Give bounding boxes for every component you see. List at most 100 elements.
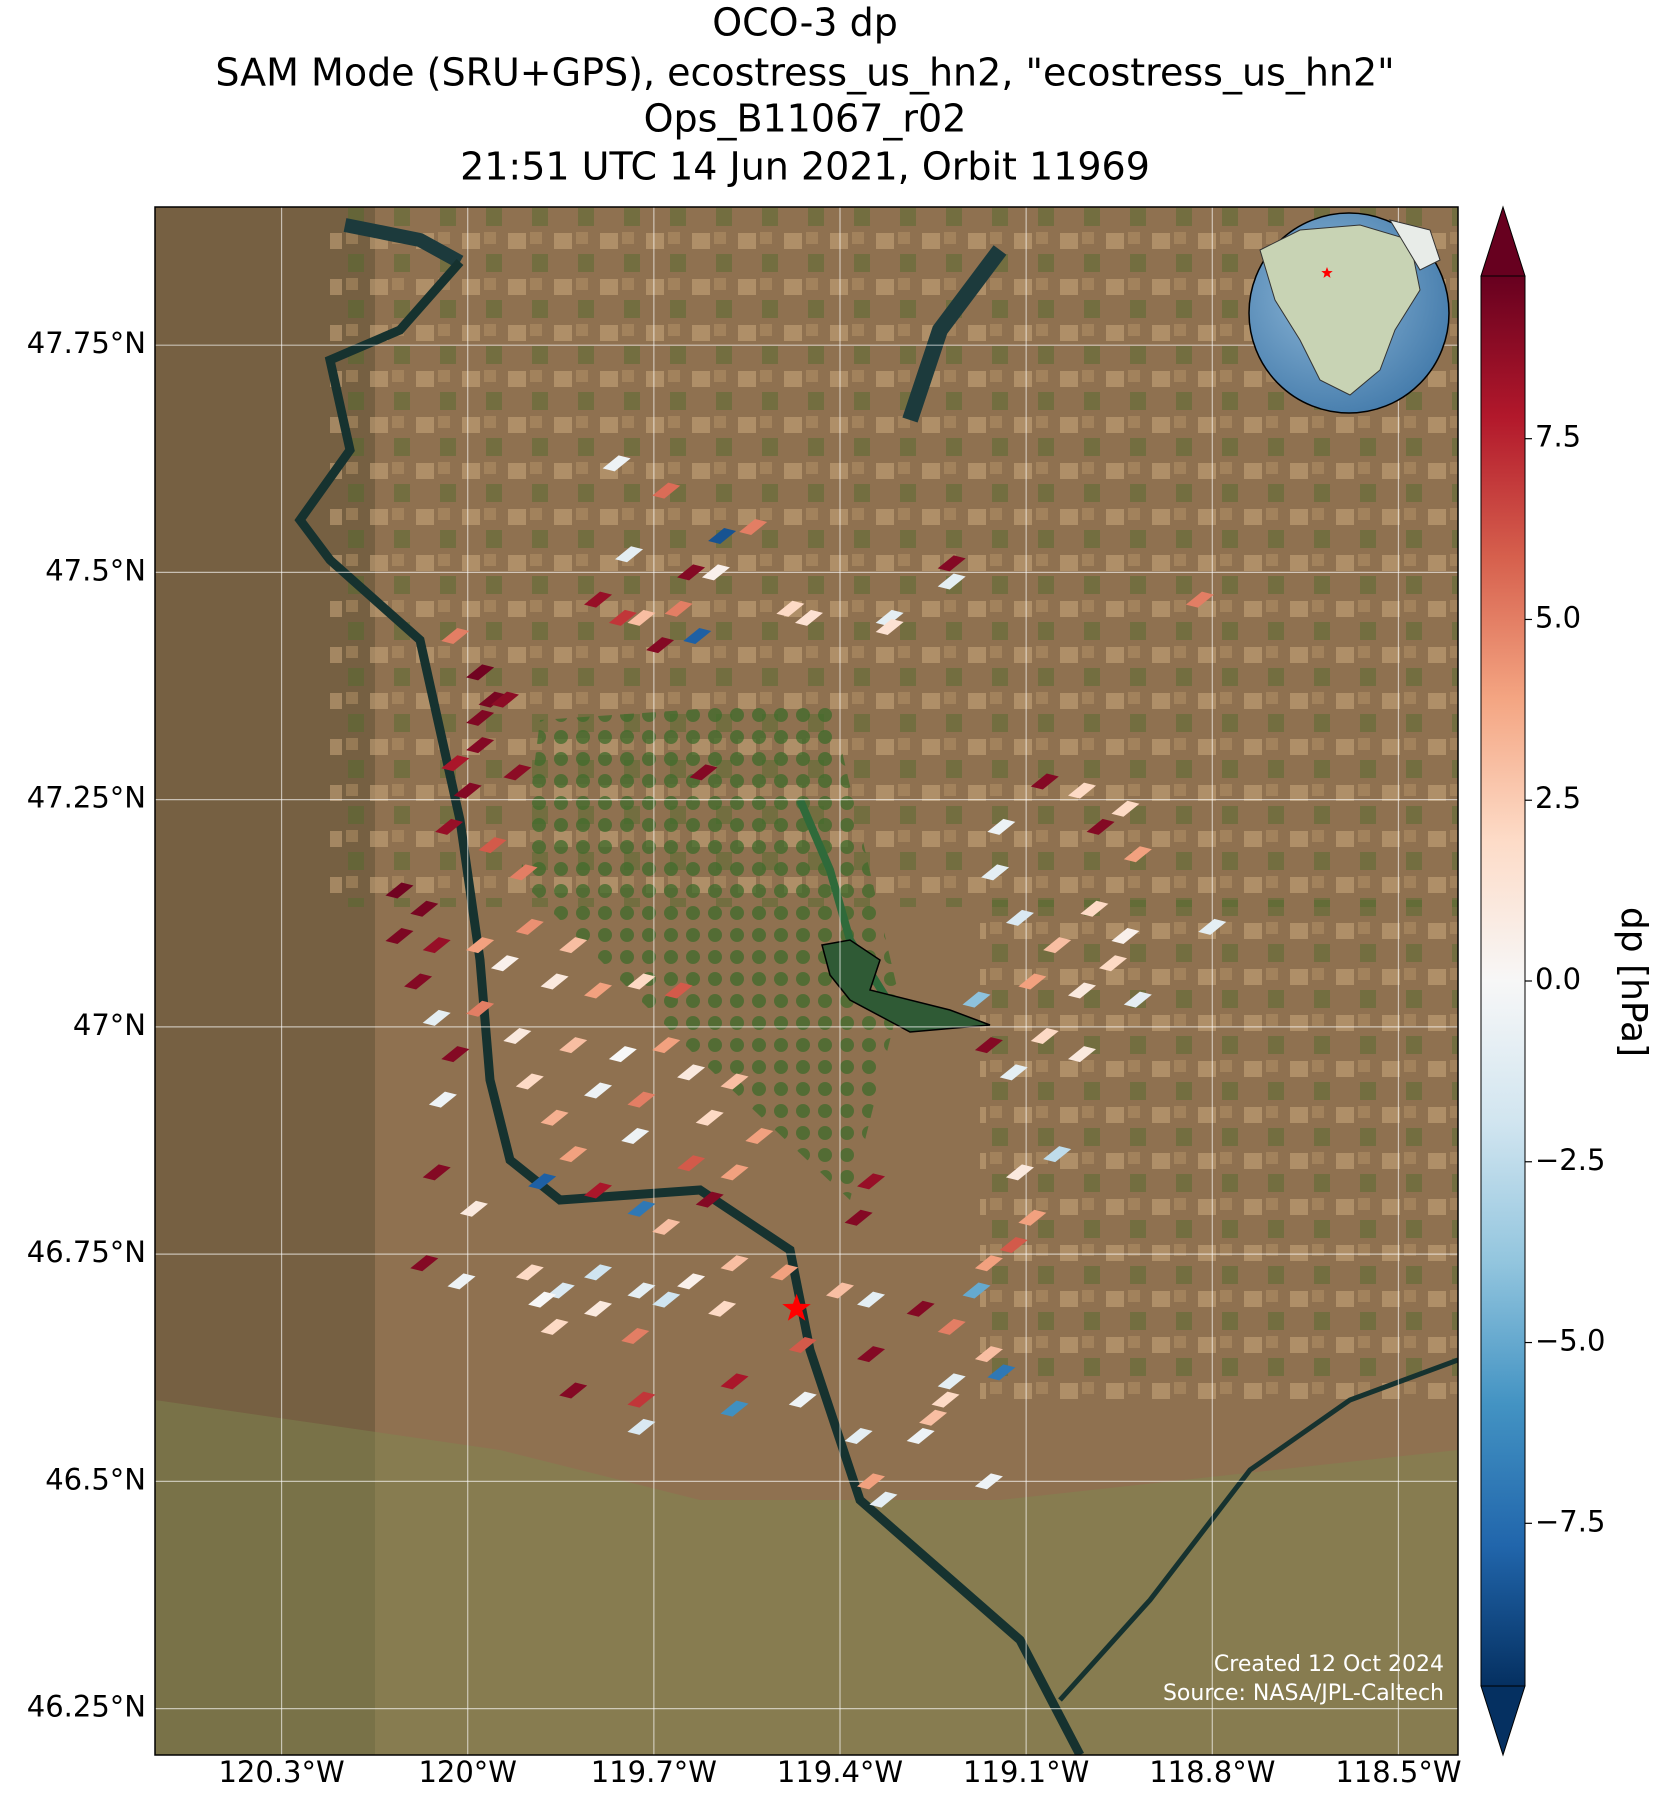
sounding-cell <box>478 691 507 708</box>
colorbar-tick-label: −7.5 <box>1535 1504 1605 1538</box>
y-tick-label: 47.5°N <box>45 553 146 587</box>
sounding-cell <box>540 1318 569 1335</box>
title-line: Ops_B11067_r02 <box>644 97 967 141</box>
sounding-cell <box>627 1391 656 1408</box>
sounding-cell <box>652 1291 681 1308</box>
sounding-cell <box>422 1009 451 1026</box>
sounding-cell <box>683 628 712 645</box>
river <box>294 259 1084 1755</box>
sounding-cell <box>1005 909 1034 926</box>
river <box>1058 1357 1458 1702</box>
sounding-cell <box>695 1191 724 1208</box>
sounding-cell <box>515 1264 544 1281</box>
sounding-cell <box>906 1300 935 1317</box>
sounding-cell <box>515 1073 544 1090</box>
sounding-cell <box>981 864 1010 881</box>
sounding-cell <box>1018 1209 1047 1226</box>
sounding-cell <box>1123 991 1152 1008</box>
title-line: 21:51 UTC 14 Jun 2021, Orbit 11969 <box>460 145 1150 189</box>
sounding-cell <box>646 637 675 654</box>
y-tick-label: 47.75°N <box>27 326 146 360</box>
sounding-cell <box>974 1473 1003 1490</box>
sounding-cell <box>937 1373 966 1390</box>
sounding-cell <box>540 973 569 990</box>
sounding-cell <box>695 1109 724 1126</box>
sounding-cell <box>974 1037 1003 1054</box>
farmland <box>980 900 1458 1400</box>
colorbar-label: dp [hPa] <box>1613 907 1654 1057</box>
sounding-cell <box>869 1491 898 1508</box>
sounding-cell <box>906 1427 935 1444</box>
sounding-cell <box>509 864 538 881</box>
footer-source: Source: NASA/JPL-Caltech <box>1163 1681 1444 1706</box>
continent <box>1259 224 1421 396</box>
sounding-cell <box>708 528 737 545</box>
sounding-cell <box>919 1409 948 1426</box>
sounding-cell <box>857 1346 886 1363</box>
sounding-cell <box>602 455 631 472</box>
sounding-cell <box>559 1382 588 1399</box>
colorbar-tick-label: 5.0 <box>1535 600 1581 634</box>
sounding-cell <box>422 1164 451 1181</box>
sounding-cell <box>1005 1164 1034 1181</box>
sounding-cell <box>1030 1027 1059 1044</box>
title-line: OCO-3 dp <box>712 1 898 45</box>
sounding-cell <box>528 1173 557 1190</box>
sounding-cell <box>999 1237 1028 1254</box>
sounding-cell <box>627 1200 656 1217</box>
sounding-cell <box>584 1082 613 1099</box>
sounding-cell <box>490 691 519 708</box>
sounding-cell <box>1018 973 1047 990</box>
sounding-cell <box>428 1091 457 1108</box>
sounding-cell <box>1067 782 1096 799</box>
sounding-cell <box>974 1346 1003 1363</box>
sounding-cell <box>459 1200 488 1217</box>
sounding-cell <box>584 1182 613 1199</box>
sounding-cell <box>410 1255 439 1272</box>
sounding-cell <box>931 1391 960 1408</box>
sounding-cell <box>621 1327 650 1344</box>
map-frame <box>154 206 1459 1756</box>
sounding-cell <box>962 1282 991 1299</box>
y-tick-label: 47.25°N <box>27 781 146 815</box>
sounding-cell <box>1030 773 1059 790</box>
sounding-cell <box>410 900 439 917</box>
sounding-cell <box>788 1391 817 1408</box>
sounding-cell <box>441 1046 470 1063</box>
globe-inset <box>1248 212 1450 414</box>
sounding-cell <box>770 1264 799 1281</box>
sounding-cell <box>720 1255 749 1272</box>
sounding-cell <box>844 1427 873 1444</box>
sounding-cell <box>453 782 482 799</box>
x-tick-label: 118.5°W <box>1335 1755 1461 1789</box>
sounding-cell <box>515 918 544 935</box>
footer-created: Created 12 Oct 2024 <box>1214 1652 1444 1677</box>
greenland <box>1388 219 1441 271</box>
sounding-cell <box>1067 1046 1096 1063</box>
title-line: SAM Mode (SRU+GPS), ecostress_us_hn2, "e… <box>215 51 1394 95</box>
sounding-cell <box>1111 800 1140 817</box>
sounding-cell <box>466 664 495 681</box>
sounding-cell <box>937 573 966 590</box>
lake <box>902 245 1007 423</box>
colorbar-tick-label: −5.0 <box>1535 1324 1605 1358</box>
x-tick-label: 118.8°W <box>1149 1755 1275 1789</box>
sounding-cell <box>1099 955 1128 972</box>
sounding-cell <box>720 1400 749 1417</box>
sounding-cell <box>875 609 904 626</box>
colorbar-tick-label: 7.5 <box>1535 420 1581 454</box>
sounding-cell <box>627 609 656 626</box>
basemap <box>155 207 1458 1755</box>
sounding-cell <box>435 818 464 835</box>
sounding-cell <box>404 973 433 990</box>
sounding-cell <box>664 600 693 617</box>
sounding-cell <box>720 1073 749 1090</box>
sounding-cell <box>441 628 470 645</box>
sounding-cell <box>844 1209 873 1226</box>
sounding-cell <box>875 618 904 635</box>
sounding-cell <box>677 1273 706 1290</box>
sounding-cell <box>627 973 656 990</box>
sounding-cell <box>1198 918 1227 935</box>
sounding-cell <box>466 937 495 954</box>
sounding-cell <box>466 1000 495 1017</box>
